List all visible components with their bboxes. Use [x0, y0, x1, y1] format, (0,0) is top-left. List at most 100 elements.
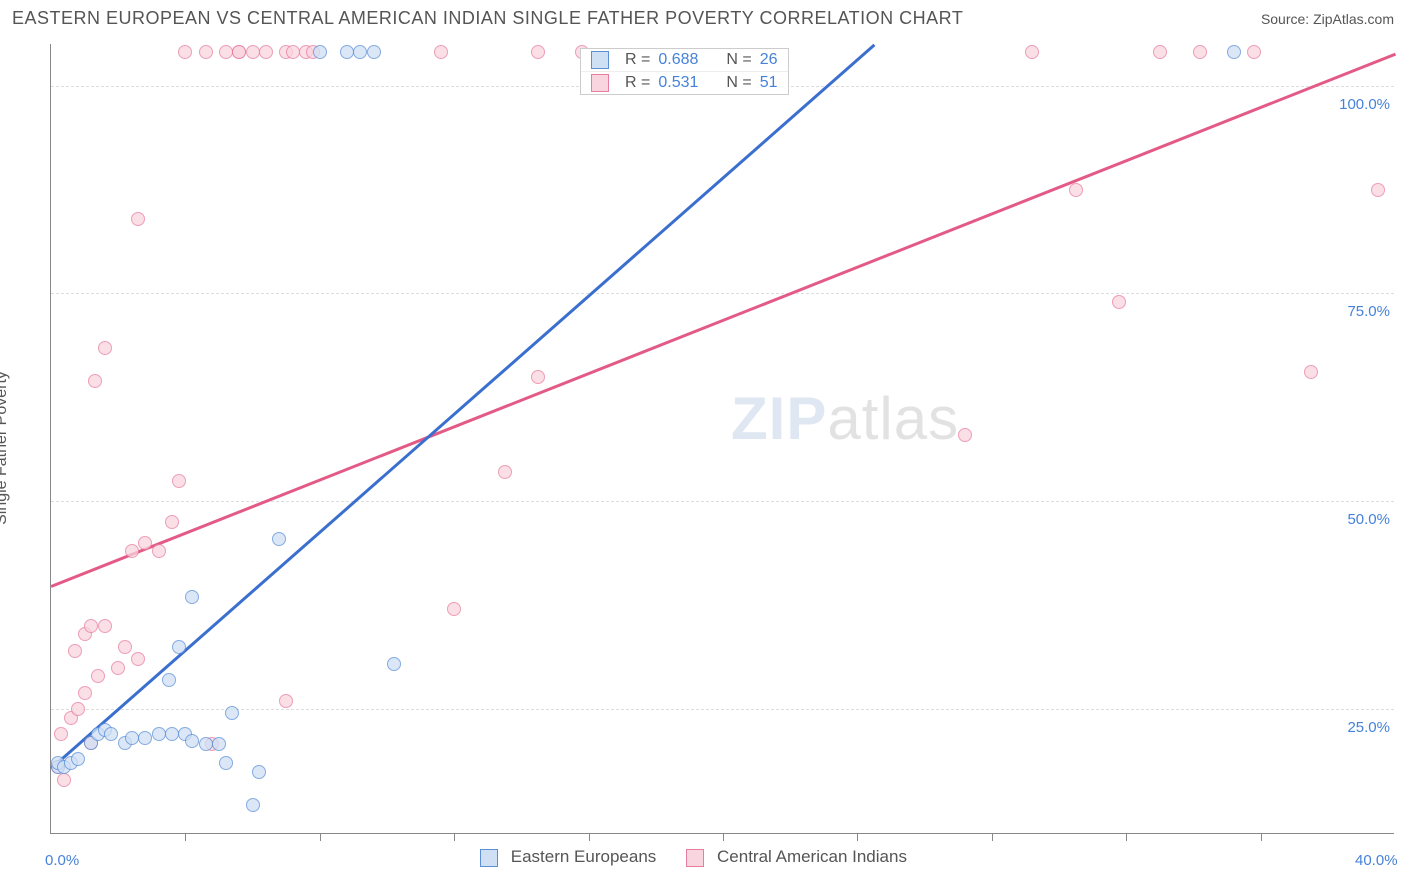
scatter-point — [1371, 183, 1385, 197]
grid-line — [51, 501, 1394, 502]
scatter-point — [1153, 45, 1167, 59]
legend-box-row-2: R = 0.531 N = 51 — [581, 71, 788, 94]
scatter-point — [447, 602, 461, 616]
trend-line — [50, 44, 875, 769]
scatter-point — [259, 45, 273, 59]
scatter-point — [387, 657, 401, 671]
r-value-2: 0.531 — [658, 74, 698, 92]
scatter-point — [199, 45, 213, 59]
scatter-point — [353, 45, 367, 59]
y-tick-label: 50.0% — [1347, 511, 1390, 528]
scatter-point — [125, 731, 139, 745]
x-tick — [723, 833, 724, 841]
legend-swatch-pink-2 — [686, 849, 704, 867]
scatter-point — [272, 532, 286, 546]
scatter-point — [172, 640, 186, 654]
scatter-point — [71, 702, 85, 716]
scatter-point — [246, 798, 260, 812]
scatter-point — [68, 644, 82, 658]
scatter-point — [246, 45, 260, 59]
scatter-point — [1069, 183, 1083, 197]
scatter-point — [138, 731, 152, 745]
plot-area: ZIPatlas 25.0%50.0%75.0%100.0%0.0%40.0% — [50, 44, 1394, 834]
scatter-point — [71, 752, 85, 766]
legend-swatch-blue — [591, 51, 609, 69]
scatter-point — [178, 45, 192, 59]
scatter-point — [279, 694, 293, 708]
scatter-point — [531, 45, 545, 59]
watermark: ZIPatlas — [731, 384, 959, 453]
scatter-point — [212, 737, 226, 751]
y-tick-label: 25.0% — [1347, 719, 1390, 736]
scatter-point — [131, 652, 145, 666]
scatter-point — [57, 773, 71, 787]
r-label: R = — [625, 51, 650, 69]
n-value-2: 51 — [760, 74, 778, 92]
scatter-point — [185, 590, 199, 604]
n-label: N = — [726, 51, 751, 69]
scatter-point — [1112, 295, 1126, 309]
scatter-point — [286, 45, 300, 59]
r-value-1: 0.688 — [658, 51, 698, 69]
scatter-point — [1193, 45, 1207, 59]
x-tick — [320, 833, 321, 841]
x-tick — [454, 833, 455, 841]
scatter-point — [199, 737, 213, 751]
y-tick-label: 75.0% — [1347, 303, 1390, 320]
scatter-point — [498, 465, 512, 479]
scatter-point — [98, 341, 112, 355]
scatter-point — [91, 669, 105, 683]
grid-line — [51, 709, 1394, 710]
scatter-point — [434, 45, 448, 59]
scatter-point — [152, 727, 166, 741]
scatter-point — [172, 474, 186, 488]
scatter-point — [367, 45, 381, 59]
x-tick-label: 0.0% — [45, 852, 79, 869]
r-label: R = — [625, 74, 650, 92]
scatter-point — [118, 640, 132, 654]
scatter-point — [88, 374, 102, 388]
legend-label-1: Eastern Europeans — [511, 847, 657, 866]
scatter-point — [125, 544, 139, 558]
legend-box-row-1: R = 0.688 N = 26 — [581, 49, 788, 71]
x-tick — [589, 833, 590, 841]
correlation-legend-box: R = 0.688 N = 26 R = 0.531 N = 51 — [580, 48, 789, 95]
scatter-point — [1227, 45, 1241, 59]
y-tick-label: 100.0% — [1339, 96, 1390, 113]
x-tick-label: 40.0% — [1355, 852, 1398, 869]
source-label: Source: ZipAtlas.com — [1261, 11, 1394, 27]
legend-item-1: Eastern Europeans — [480, 847, 656, 867]
watermark-bold: ZIP — [731, 385, 827, 452]
scatter-point — [162, 673, 176, 687]
scatter-point — [54, 727, 68, 741]
y-axis-label: Single Father Poverty — [0, 371, 11, 525]
scatter-point — [165, 515, 179, 529]
scatter-point — [98, 619, 112, 633]
x-tick — [857, 833, 858, 841]
legend-item-2: Central American Indians — [686, 847, 907, 867]
scatter-point — [84, 619, 98, 633]
x-tick — [1261, 833, 1262, 841]
scatter-point — [165, 727, 179, 741]
n-value-1: 26 — [760, 51, 778, 69]
scatter-point — [531, 370, 545, 384]
scatter-point — [232, 45, 246, 59]
scatter-point — [313, 45, 327, 59]
scatter-point — [252, 765, 266, 779]
x-tick — [185, 833, 186, 841]
trend-line — [51, 52, 1396, 587]
chart-title: EASTERN EUROPEAN VS CENTRAL AMERICAN IND… — [12, 8, 963, 29]
legend-swatch-blue-2 — [480, 849, 498, 867]
scatter-point — [78, 686, 92, 700]
x-tick — [992, 833, 993, 841]
grid-line — [51, 293, 1394, 294]
scatter-point — [1247, 45, 1261, 59]
scatter-point — [1304, 365, 1318, 379]
chart-area: ZIPatlas 25.0%50.0%75.0%100.0%0.0%40.0% … — [50, 44, 1394, 834]
scatter-point — [225, 706, 239, 720]
scatter-point — [340, 45, 354, 59]
legend-bottom: Eastern Europeans Central American India… — [480, 847, 907, 867]
scatter-point — [1025, 45, 1039, 59]
scatter-point — [219, 45, 233, 59]
legend-swatch-pink — [591, 74, 609, 92]
